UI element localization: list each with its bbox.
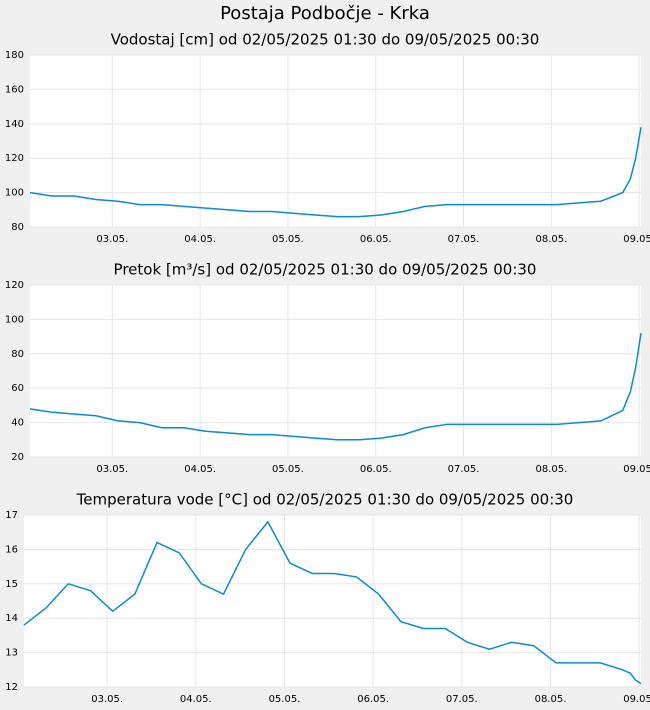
data-line [23,520,642,685]
y-tick-label: 140 [5,119,24,130]
chart-title: Pretok [m³/s] od 02/05/2025 01:30 do 09/… [114,261,537,279]
x-tick-label: 09.05. [623,234,650,245]
y-tick-label: 14 [5,613,18,624]
y-tick-label: 60 [11,383,24,394]
y-tick-label: 160 [5,84,24,95]
x-tick-label: 07.05. [446,694,478,705]
y-tick-label: 17 [5,510,18,521]
x-tick-label: 03.05. [96,234,128,245]
x-tick-label: 06.05. [360,234,392,245]
x-tick-label: 05.05. [272,464,304,475]
x-tick-label: 08.05. [535,234,567,245]
y-tick-label: 120 [5,280,24,291]
x-tick-label: 04.05. [184,234,216,245]
plot-area [24,515,641,687]
y-tick-label: 100 [5,188,24,199]
y-tick-label: 180 [5,50,24,61]
x-tick-label: 07.05. [448,464,480,475]
x-tick-label: 09.05. [623,464,650,475]
y-tick-label: 40 [11,418,24,429]
x-tick-label: 08.05. [535,464,567,475]
y-tick-label: 15 [5,579,18,590]
x-tick-label: 07.05. [448,234,480,245]
y-tick-label: 120 [5,153,24,164]
plot-area [30,285,641,457]
x-tick-label: 05.05. [272,234,304,245]
y-tick-label: 80 [11,222,24,233]
x-tick-label: 08.05. [535,694,567,705]
data-line [29,127,642,218]
x-tick-label: 04.05. [184,464,216,475]
x-tick-label: 03.05. [91,694,123,705]
y-tick-label: 100 [5,314,24,325]
y-tick-label: 16 [5,544,18,555]
y-tick-label: 80 [11,349,24,360]
x-tick-label: 04.05. [180,694,212,705]
page-title: Postaja Podbočje - Krka [220,3,430,24]
y-tick-label: 13 [5,648,18,659]
chart-title: Temperatura vode [°C] od 02/05/2025 01:3… [76,491,574,509]
data-line [29,333,642,441]
x-tick-label: 03.05. [96,464,128,475]
y-tick-label: 12 [5,682,18,693]
x-tick-label: 06.05. [360,464,392,475]
chart-title: Vodostaj [cm] od 02/05/2025 01:30 do 09/… [111,31,540,49]
x-tick-label: 06.05. [357,694,389,705]
x-tick-label: 09.05. [623,694,650,705]
y-tick-label: 20 [11,452,24,463]
plot-area [30,55,641,227]
x-tick-label: 05.05. [269,694,301,705]
